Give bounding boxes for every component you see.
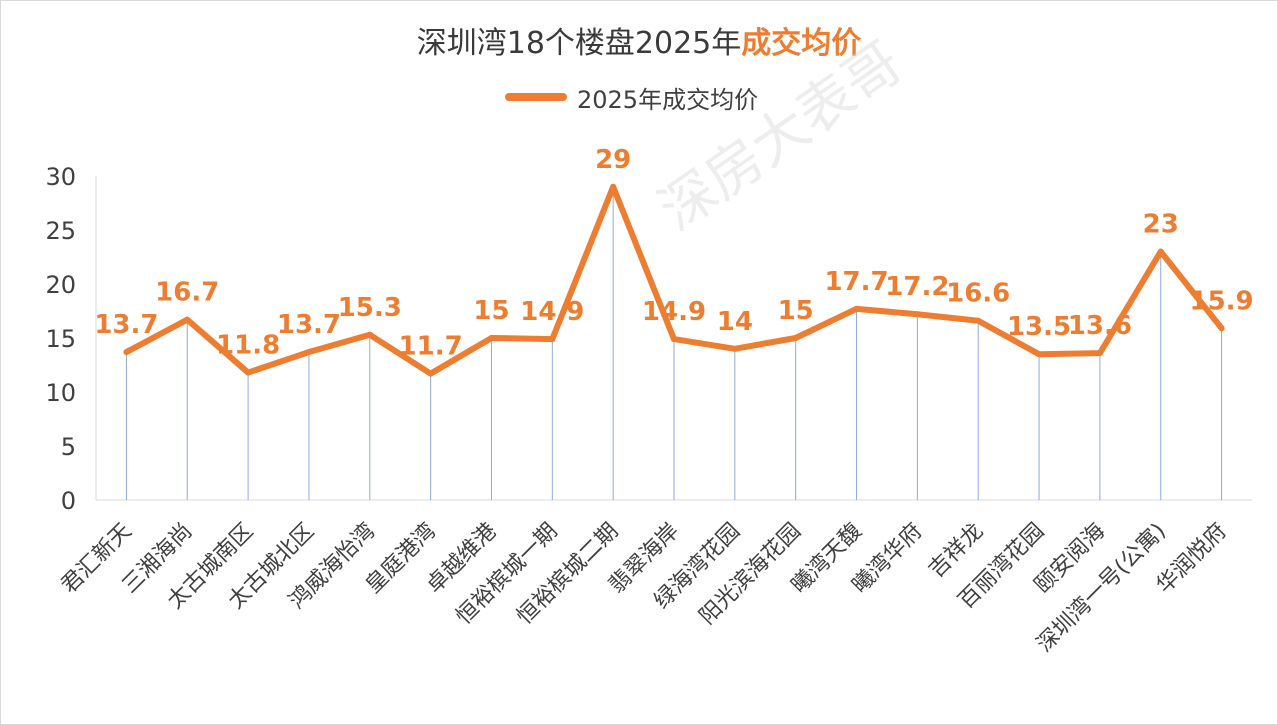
data-point <box>853 305 860 312</box>
data-point <box>549 336 556 343</box>
data-label: 23 <box>1143 210 1179 240</box>
data-point <box>245 369 252 376</box>
data-label: 14.9 <box>642 297 706 327</box>
data-point <box>792 335 799 341</box>
legend-label: 2025年成交均价 <box>577 85 759 114</box>
data-point <box>914 311 921 318</box>
data-label: 13.7 <box>277 310 341 340</box>
data-point <box>488 335 495 341</box>
data-label: 15 <box>778 296 814 326</box>
data-point <box>1036 351 1043 358</box>
data-point <box>305 349 312 356</box>
data-label: 11.8 <box>216 331 280 361</box>
data-label: 17.7 <box>824 267 888 297</box>
data-point <box>975 317 982 324</box>
data-point <box>366 331 373 338</box>
chart-title: 深圳湾18个楼盘2025年成交均价 <box>0 18 1278 62</box>
y-tick-label: 10 <box>45 379 76 407</box>
data-label: 17.2 <box>885 272 949 302</box>
legend: 2025年成交均价 <box>505 80 758 114</box>
data-label: 13.6 <box>1068 311 1132 341</box>
legend-swatch <box>505 93 567 101</box>
chart-title-highlight: 成交均价 <box>741 26 862 61</box>
data-label: 13.5 <box>1007 312 1071 342</box>
data-label: 14.9 <box>520 297 584 327</box>
data-label: 15.9 <box>1190 286 1254 316</box>
data-label: 14 <box>717 307 753 337</box>
data-label: 15.3 <box>338 293 402 323</box>
data-point <box>427 370 434 377</box>
data-point <box>610 183 617 190</box>
data-point <box>184 316 191 323</box>
data-point <box>1157 248 1164 255</box>
data-point <box>1096 350 1103 357</box>
data-point <box>671 336 677 343</box>
y-tick-label: 30 <box>45 163 76 191</box>
y-tick-label: 20 <box>45 271 76 299</box>
y-tick-label: 25 <box>45 217 76 245</box>
y-tick-label: 0 <box>61 487 76 515</box>
y-tick-label: 5 <box>61 433 76 461</box>
data-label: 15 <box>473 296 509 326</box>
data-label: 11.7 <box>399 332 463 362</box>
y-tick-label: 15 <box>45 325 76 353</box>
data-point <box>1218 325 1225 332</box>
data-point <box>731 345 738 352</box>
data-label: 16.6 <box>946 279 1010 309</box>
data-label: 29 <box>595 145 631 175</box>
data-label: 13.7 <box>94 310 158 340</box>
data-point <box>123 349 130 356</box>
data-label: 16.7 <box>155 278 219 308</box>
chart-title-prefix: 深圳湾18个楼盘2025年 <box>416 26 742 61</box>
